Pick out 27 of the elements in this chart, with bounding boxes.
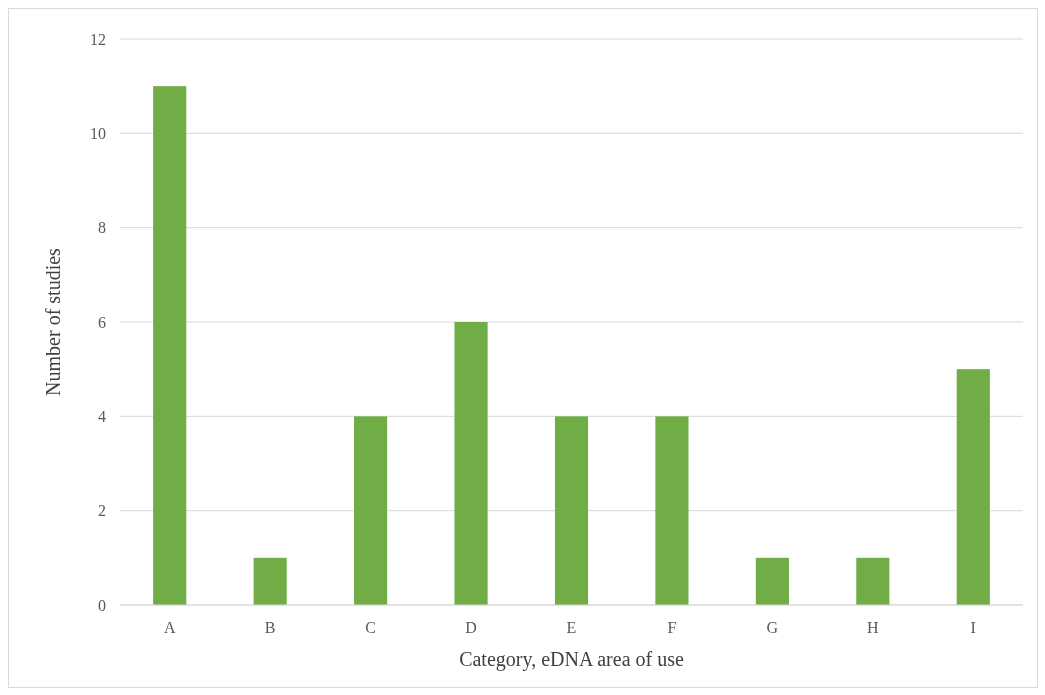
x-tick-label: C: [365, 619, 376, 636]
y-tick-label: 8: [98, 219, 106, 237]
bar: [755, 557, 789, 605]
x-tick-label: I: [970, 619, 976, 636]
x-axis-title: Category, eDNA area of use: [459, 648, 684, 671]
x-tick-label: H: [867, 619, 880, 636]
bar: [956, 369, 990, 605]
x-tick-label: F: [667, 619, 677, 636]
y-tick-label: 0: [98, 596, 106, 614]
x-tick-label: D: [465, 619, 477, 636]
y-tick-label: 10: [90, 124, 106, 142]
x-tick-label: E: [566, 619, 577, 636]
y-axis-title: Number of studies: [42, 247, 64, 396]
y-tick-label: 6: [98, 313, 106, 331]
bar: [554, 416, 589, 605]
bar: [454, 322, 488, 605]
x-tick-label: B: [264, 619, 276, 636]
bar: [153, 86, 187, 605]
bar: [655, 416, 689, 605]
bar: [856, 557, 890, 605]
x-tick-label: A: [163, 619, 176, 636]
y-tick-label: 12: [90, 30, 106, 48]
y-tick-label: 2: [98, 502, 106, 520]
bar: [253, 557, 287, 605]
x-tick-label: G: [766, 619, 779, 636]
y-tick-label: 4: [98, 407, 106, 425]
bar: [354, 416, 388, 605]
